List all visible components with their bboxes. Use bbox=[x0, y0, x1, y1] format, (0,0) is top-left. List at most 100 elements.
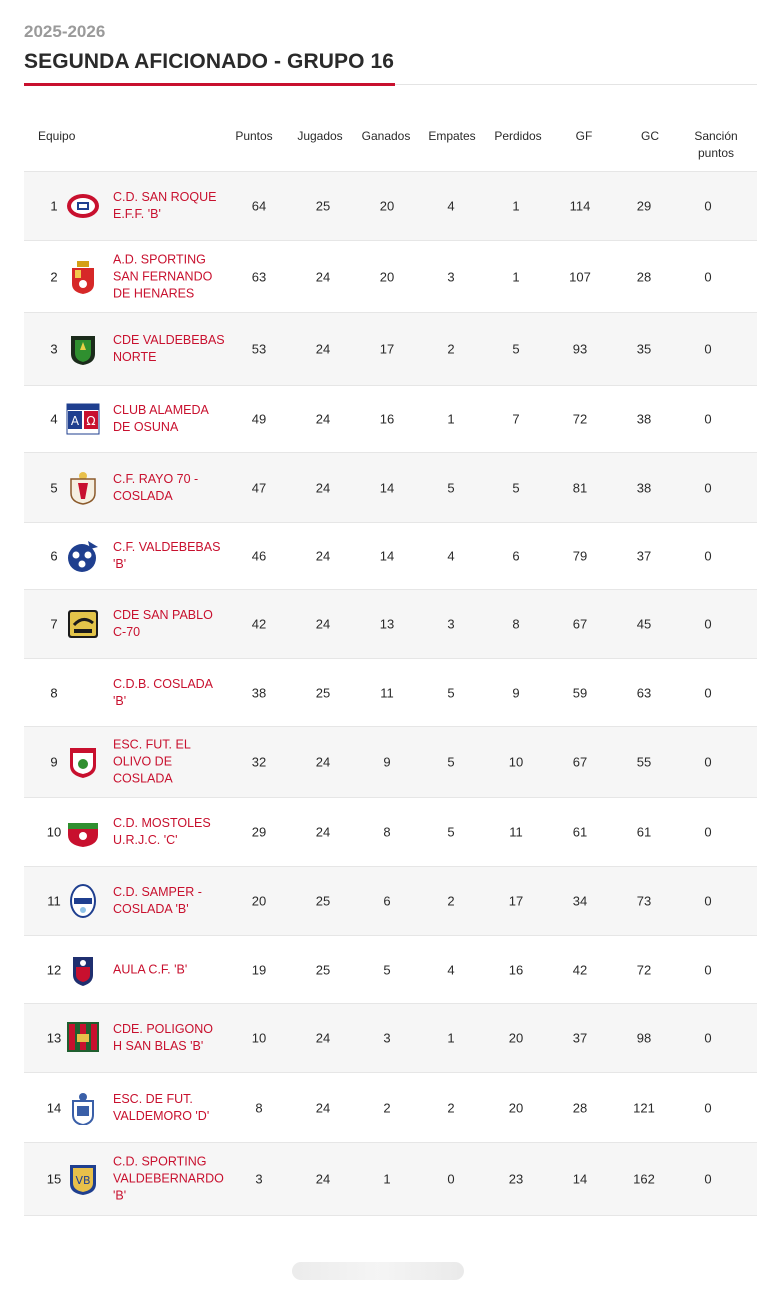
played-cell: 24 bbox=[315, 754, 331, 770]
points-cell: 64 bbox=[251, 198, 267, 214]
sanction-cell: 0 bbox=[704, 754, 712, 770]
table-row: 14 ESC. DE FUT. VALDEMORO 'D' 8 24 2 2 20 28 121… bbox=[24, 1072, 757, 1142]
drawn-cell: 5 bbox=[447, 685, 455, 700]
drawn-cell: 3 bbox=[447, 269, 455, 284]
col-header-won: Ganados bbox=[361, 129, 411, 143]
drawn-cell: 4 bbox=[447, 198, 455, 214]
san-roque-crest-icon[interactable] bbox=[66, 189, 100, 223]
title-accent-underline bbox=[24, 83, 395, 86]
team-name-link[interactable]: CDE VALDEBEBAS NORTE bbox=[113, 333, 225, 364]
svg-text:Ω: Ω bbox=[86, 414, 95, 428]
valdebernardo-crest-icon[interactable]: VB bbox=[66, 1162, 100, 1196]
lost-cell: 10 bbox=[508, 754, 524, 770]
sanction-cell: 0 bbox=[704, 962, 712, 977]
position-cell: 14 bbox=[46, 1100, 62, 1115]
drawn-cell: 5 bbox=[447, 824, 455, 840]
table-row: 8 C.D.B. COSLADA 'B' 38 25 11 5 9 59 63 0 bbox=[24, 658, 757, 726]
table-row: 11 C.D. SAMPER - COSLADA 'B' 20 25 6 2 17 34 73 0 bbox=[24, 866, 757, 935]
table-row: 13 CDE. POLIGONO H SAN BLAS 'B' 10 24 3 1 20 37… bbox=[24, 1003, 757, 1072]
played-cell: 24 bbox=[315, 548, 331, 564]
gc-cell: 162 bbox=[633, 1171, 655, 1187]
poligono-h-crest-icon[interactable] bbox=[66, 1021, 100, 1055]
team-name-link[interactable]: C.F. RAYO 70 - COSLADA bbox=[113, 471, 199, 503]
team-name-link[interactable]: C.D.B. COSLADA 'B' bbox=[113, 676, 213, 708]
gc-cell: 63 bbox=[636, 685, 652, 700]
gf-cell: 28 bbox=[572, 1100, 588, 1115]
position-cell: 5 bbox=[50, 480, 58, 495]
team-name-link[interactable]: C.D. SAN ROQUE E.F.F. 'B' bbox=[113, 190, 217, 221]
team-name-link[interactable]: C.D. SPORTING VALDEBERNARDO 'B' bbox=[113, 1154, 224, 1203]
table-row: 7 CDE SAN PABLO C-70 42 24 13 3 8 67 45 0 bbox=[24, 589, 757, 658]
team-name-link[interactable]: C.D. MOSTOLES U.R.J.C. 'C' bbox=[113, 816, 211, 847]
team-name-link[interactable]: CLUB ALAMEDA DE OSUNA bbox=[113, 403, 209, 434]
points-cell: 63 bbox=[251, 269, 267, 284]
team-name-link[interactable]: C.D. SAMPER - COSLADA 'B' bbox=[113, 885, 202, 916]
sanction-cell: 0 bbox=[704, 1100, 712, 1115]
position-cell: 11 bbox=[47, 893, 61, 909]
points-cell: 8 bbox=[255, 1100, 263, 1115]
col-header-played: Jugados bbox=[297, 129, 343, 143]
aula-crest-icon[interactable] bbox=[66, 953, 100, 987]
played-cell: 25 bbox=[315, 893, 331, 909]
cf-valdebebas-crest-icon[interactable] bbox=[66, 539, 100, 573]
sanction-cell: 0 bbox=[704, 269, 712, 284]
team-name-link[interactable]: CDE. POLIGONO H SAN BLAS 'B' bbox=[113, 1022, 214, 1053]
position-cell: 7 bbox=[50, 616, 58, 632]
points-cell: 3 bbox=[255, 1171, 263, 1187]
team-name-link[interactable]: ESC. FUT. EL OLIVO DE COSLADA bbox=[113, 737, 191, 786]
table-row: 9 ESC. FUT. EL OLIVO DE COSLADA 32 24 9 5 10 67… bbox=[24, 726, 757, 797]
points-cell: 42 bbox=[251, 616, 267, 632]
points-cell: 53 bbox=[251, 341, 267, 357]
sporting-san-fernando-crest-icon[interactable] bbox=[66, 260, 100, 294]
samper-crest-icon[interactable] bbox=[66, 884, 100, 918]
position-cell: 6 bbox=[50, 548, 58, 564]
gf-cell: 81 bbox=[572, 480, 588, 495]
gc-cell: 72 bbox=[636, 962, 652, 977]
col-header-sanction: Sanción puntos bbox=[694, 129, 738, 160]
gc-cell: 121 bbox=[633, 1100, 655, 1115]
table-row: 1 C.D. SAN ROQUE E.F.F. 'B' 64 25 20 4 1 114 29 0 bbox=[24, 171, 757, 240]
lost-cell: 5 bbox=[512, 341, 520, 357]
played-cell: 24 bbox=[315, 616, 331, 632]
gc-cell: 29 bbox=[636, 198, 652, 214]
gf-cell: 34 bbox=[572, 893, 588, 909]
team-name-link[interactable]: C.F. VALDEBEBAS 'B' bbox=[113, 540, 221, 571]
san-pablo-crest-icon[interactable] bbox=[66, 607, 100, 641]
gf-cell: 67 bbox=[572, 754, 588, 770]
played-cell: 25 bbox=[315, 685, 331, 700]
standings-table: 1 C.D. SAN ROQUE E.F.F. 'B' 64 25 20 4 1 114 29 0… bbox=[24, 171, 757, 1216]
valdebebas-norte-crest-icon[interactable] bbox=[66, 332, 100, 366]
lost-cell: 17 bbox=[508, 893, 524, 909]
won-cell: 13 bbox=[379, 616, 395, 632]
sanction-cell: 0 bbox=[704, 341, 712, 357]
table-row: 10 C.D. MOSTOLES U.R.J.C. 'C' 29 24 8 5 11 61 61… bbox=[24, 797, 757, 866]
valdemoro-crest-icon[interactable] bbox=[66, 1091, 100, 1126]
won-cell: 14 bbox=[379, 480, 395, 495]
team-name-link[interactable]: AULA C.F. 'B' bbox=[113, 962, 188, 976]
col-header-drawn: Empates bbox=[428, 129, 476, 143]
gc-cell: 35 bbox=[636, 341, 652, 357]
col-header-lost: Perdidos bbox=[494, 129, 542, 143]
position-cell: 1 bbox=[50, 198, 58, 214]
won-cell: 16 bbox=[379, 411, 395, 427]
drawn-cell: 5 bbox=[447, 754, 455, 770]
lost-cell: 5 bbox=[512, 480, 520, 495]
team-name-link[interactable]: CDE SAN PABLO C-70 bbox=[113, 608, 213, 639]
gc-cell: 61 bbox=[636, 824, 652, 840]
mostoles-crest-icon[interactable] bbox=[66, 815, 100, 849]
rayo-70-crest-icon[interactable] bbox=[66, 471, 100, 505]
table-row: 12 AULA C.F. 'B' 19 25 5 4 16 42 72 0 bbox=[24, 935, 757, 1003]
el-olivo-crest-icon[interactable] bbox=[66, 745, 100, 779]
team-name-link[interactable]: ESC. DE FUT. VALDEMORO 'D' bbox=[113, 1091, 210, 1123]
sanction-cell: 0 bbox=[704, 1171, 712, 1187]
gc-cell: 28 bbox=[636, 269, 652, 284]
gf-cell: 93 bbox=[572, 341, 588, 357]
points-cell: 32 bbox=[251, 754, 267, 770]
team-name-link[interactable]: A.D. SPORTING SAN FERNANDO DE HENARES bbox=[113, 252, 213, 300]
drawn-cell: 2 bbox=[447, 341, 455, 357]
table-row: 6 C.F. VALDEBEBAS 'B' 46 24 14 4 6 79 37 0 bbox=[24, 522, 757, 589]
gf-cell: 107 bbox=[569, 269, 591, 284]
drawn-cell: 1 bbox=[447, 1030, 455, 1046]
drawn-cell: 0 bbox=[447, 1171, 455, 1187]
